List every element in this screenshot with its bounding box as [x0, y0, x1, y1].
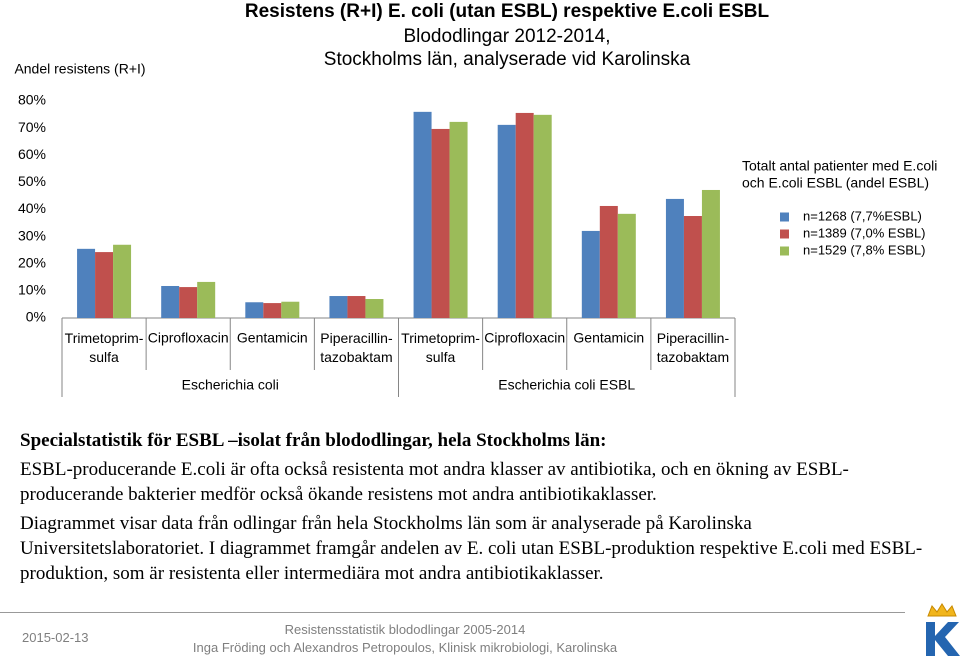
- legend-label: n=1529 (7,8% ESBL): [803, 242, 926, 257]
- bar: [701, 189, 720, 318]
- bar: [413, 111, 432, 318]
- x-tick-label: Trimetoprim-sulfa: [65, 330, 144, 365]
- bar: [179, 287, 198, 318]
- group-label: Escherichia coli ESBL: [498, 377, 635, 393]
- paragraph: Diagrammet visar data från odlingar från…: [20, 513, 923, 584]
- bar: [617, 213, 636, 318]
- bar: [161, 285, 180, 318]
- bar: [95, 252, 114, 318]
- logo: [926, 603, 960, 656]
- legend-swatch: [780, 229, 789, 239]
- footer: 2015-02-13 Resistensstatistik blododling…: [0, 600, 960, 658]
- bar: [329, 296, 348, 318]
- y-tick-label: 40%: [18, 200, 46, 216]
- bar: [683, 216, 702, 318]
- y-tick-label: 80%: [18, 92, 46, 108]
- bar: [263, 303, 282, 318]
- bar: [533, 114, 552, 319]
- y-tick-label: 30%: [18, 227, 46, 243]
- chart-title: Resistens (R+I) E. coli (utan ESBL) resp…: [245, 1, 770, 22]
- heading: Specialstatistik för ESBL –isolat från b…: [20, 430, 607, 451]
- y-tick-label: 70%: [18, 119, 46, 135]
- bar: [431, 128, 450, 318]
- x-tick-label: Ciprofloxacin: [148, 330, 229, 346]
- x-tick-label: Piperacillin-tazobaktam: [320, 330, 393, 365]
- x-tick-label: Piperacillin-tazobaktam: [657, 330, 730, 365]
- text-block: Specialstatistik för ESBL –isolat från b…: [20, 428, 932, 590]
- bar: [113, 244, 132, 318]
- legend-title: och E.coli ESBL (andel ESBL): [742, 175, 929, 191]
- bar: [449, 121, 468, 318]
- bar: [281, 301, 300, 318]
- bar: [77, 248, 96, 318]
- legend-swatch: [780, 246, 789, 256]
- bar: [245, 302, 264, 318]
- bar: [581, 230, 600, 318]
- bar: [197, 281, 216, 318]
- legend-title: Totalt antal patienter med E.coli: [742, 158, 937, 174]
- y-axis-label: Andel resistens (R+I): [14, 61, 145, 77]
- chart: Resistens (R+I) E. coli (utan ESBL) resp…: [14, 1, 937, 397]
- y-tick-label: 50%: [18, 173, 46, 189]
- bar: [515, 112, 534, 318]
- chart-title: Blododlingar 2012-2014,: [403, 26, 610, 47]
- bar: [497, 124, 516, 319]
- bar: [599, 205, 618, 318]
- paragraph: ESBL-producerande E.coli är ofta också r…: [20, 459, 849, 505]
- y-tick-label: 60%: [18, 146, 46, 162]
- chart-title: Stockholms län, analyserade vid Karolins…: [324, 49, 691, 70]
- y-tick-label: 0%: [26, 309, 46, 325]
- bar: [365, 299, 384, 318]
- legend-label: n=1268 (7,7%ESBL): [803, 208, 922, 223]
- legend-swatch: [780, 212, 789, 222]
- legend-label: n=1389 (7,0% ESBL): [803, 225, 926, 240]
- x-tick-label: Ciprofloxacin: [484, 330, 565, 346]
- y-tick-label: 10%: [18, 282, 46, 298]
- group-label: Escherichia coli: [182, 377, 279, 393]
- bar: [665, 198, 684, 318]
- footer-title: Resistensstatistik blododlingar 2005-201…: [284, 622, 526, 637]
- footer-rule: [0, 612, 905, 613]
- bar: [347, 296, 366, 318]
- x-tick-label: Gentamicin: [573, 330, 644, 346]
- x-tick-label: Gentamicin: [237, 330, 308, 346]
- footer-date: 2015-02-13: [22, 630, 89, 645]
- footer-authors: Inga Fröding och Alexandros Petropoulos,…: [192, 640, 618, 655]
- y-tick-label: 20%: [18, 254, 46, 270]
- x-tick-label: Trimetoprim-sulfa: [401, 330, 480, 365]
